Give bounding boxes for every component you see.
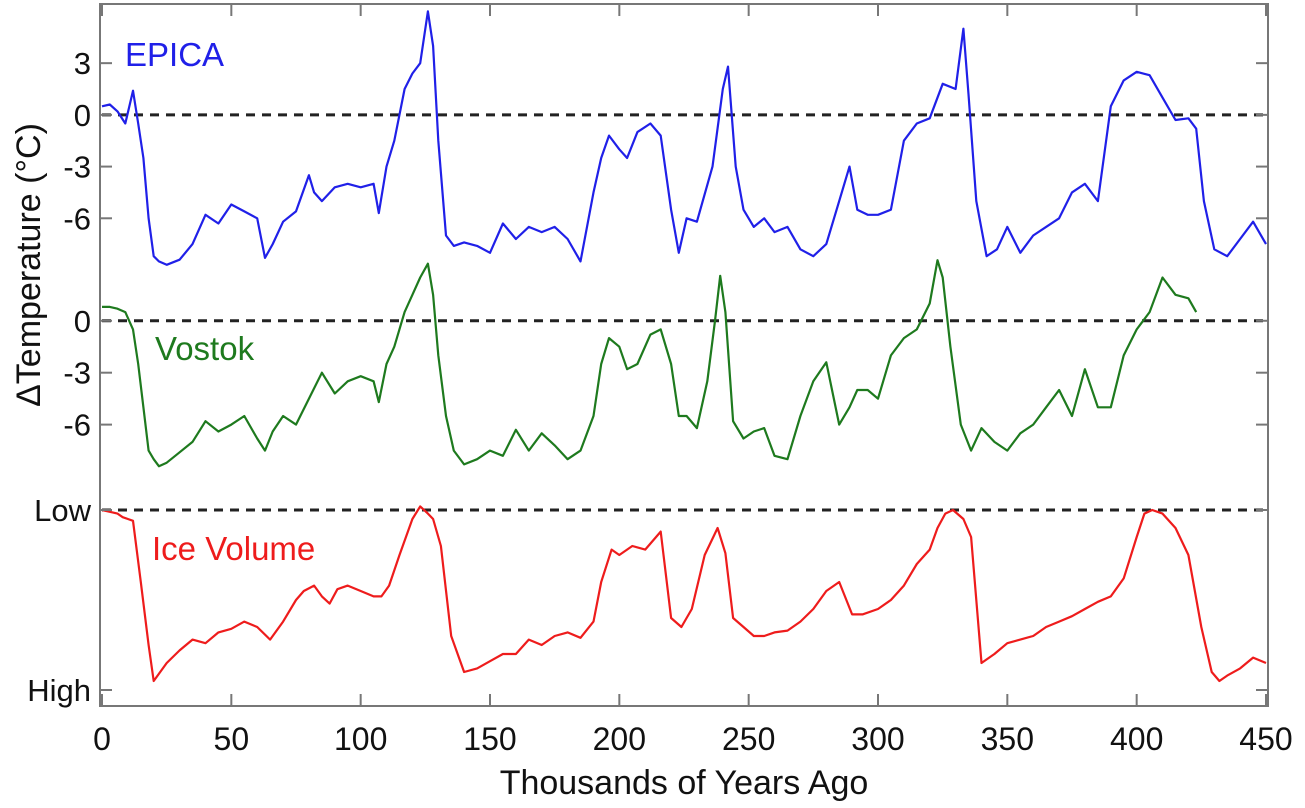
series-line-0 [101,10,1267,266]
x-tick-label-9: 450 [1239,721,1292,757]
y-tick-label-2-0: Low [34,493,91,528]
series-label-1: Vostok [155,330,255,367]
series-line-1 [102,259,1198,468]
y-tick-label-0-1: 0 [74,98,91,133]
plot-frame [99,3,1269,707]
panel-vostok: Vostok [102,259,1266,468]
x-tick-label-5: 250 [722,721,775,757]
y-tick-label-1-0: 0 [74,304,91,339]
y-tick-label-0-0: 3 [74,46,91,81]
y-tick-label-0-2: -3 [63,150,91,185]
x-tick-label-0: 0 [93,721,111,757]
x-tick-label-6: 300 [851,721,904,757]
x-tick-label-4: 200 [593,721,646,757]
panel-epica: EPICA [101,10,1267,266]
y-tick-label-1-2: -6 [63,408,91,443]
x-tick-label-8: 400 [1110,721,1163,757]
x-tick-label-7: 350 [981,721,1034,757]
x-tick-label-1: 50 [214,721,250,757]
y-tick-label-2-1: High [27,673,91,708]
x-tick-label-3: 150 [463,721,516,757]
series-label-0: EPICA [125,36,224,73]
y-tick-label-0-3: -6 [63,201,91,236]
x-axis-title: Thousands of Years Ago [500,764,869,802]
x-tick-label-2: 100 [334,721,387,757]
series-line-2 [101,505,1267,683]
y-tick-label-1-1: -3 [63,356,91,391]
series-label-2: Ice Volume [152,530,315,567]
panel-ice-volume: Ice Volume [101,505,1267,683]
plot-area: EPICA Vostok Ice Volume [101,10,1267,683]
y-axis-title: ΔTemperature (°C) [10,123,48,407]
